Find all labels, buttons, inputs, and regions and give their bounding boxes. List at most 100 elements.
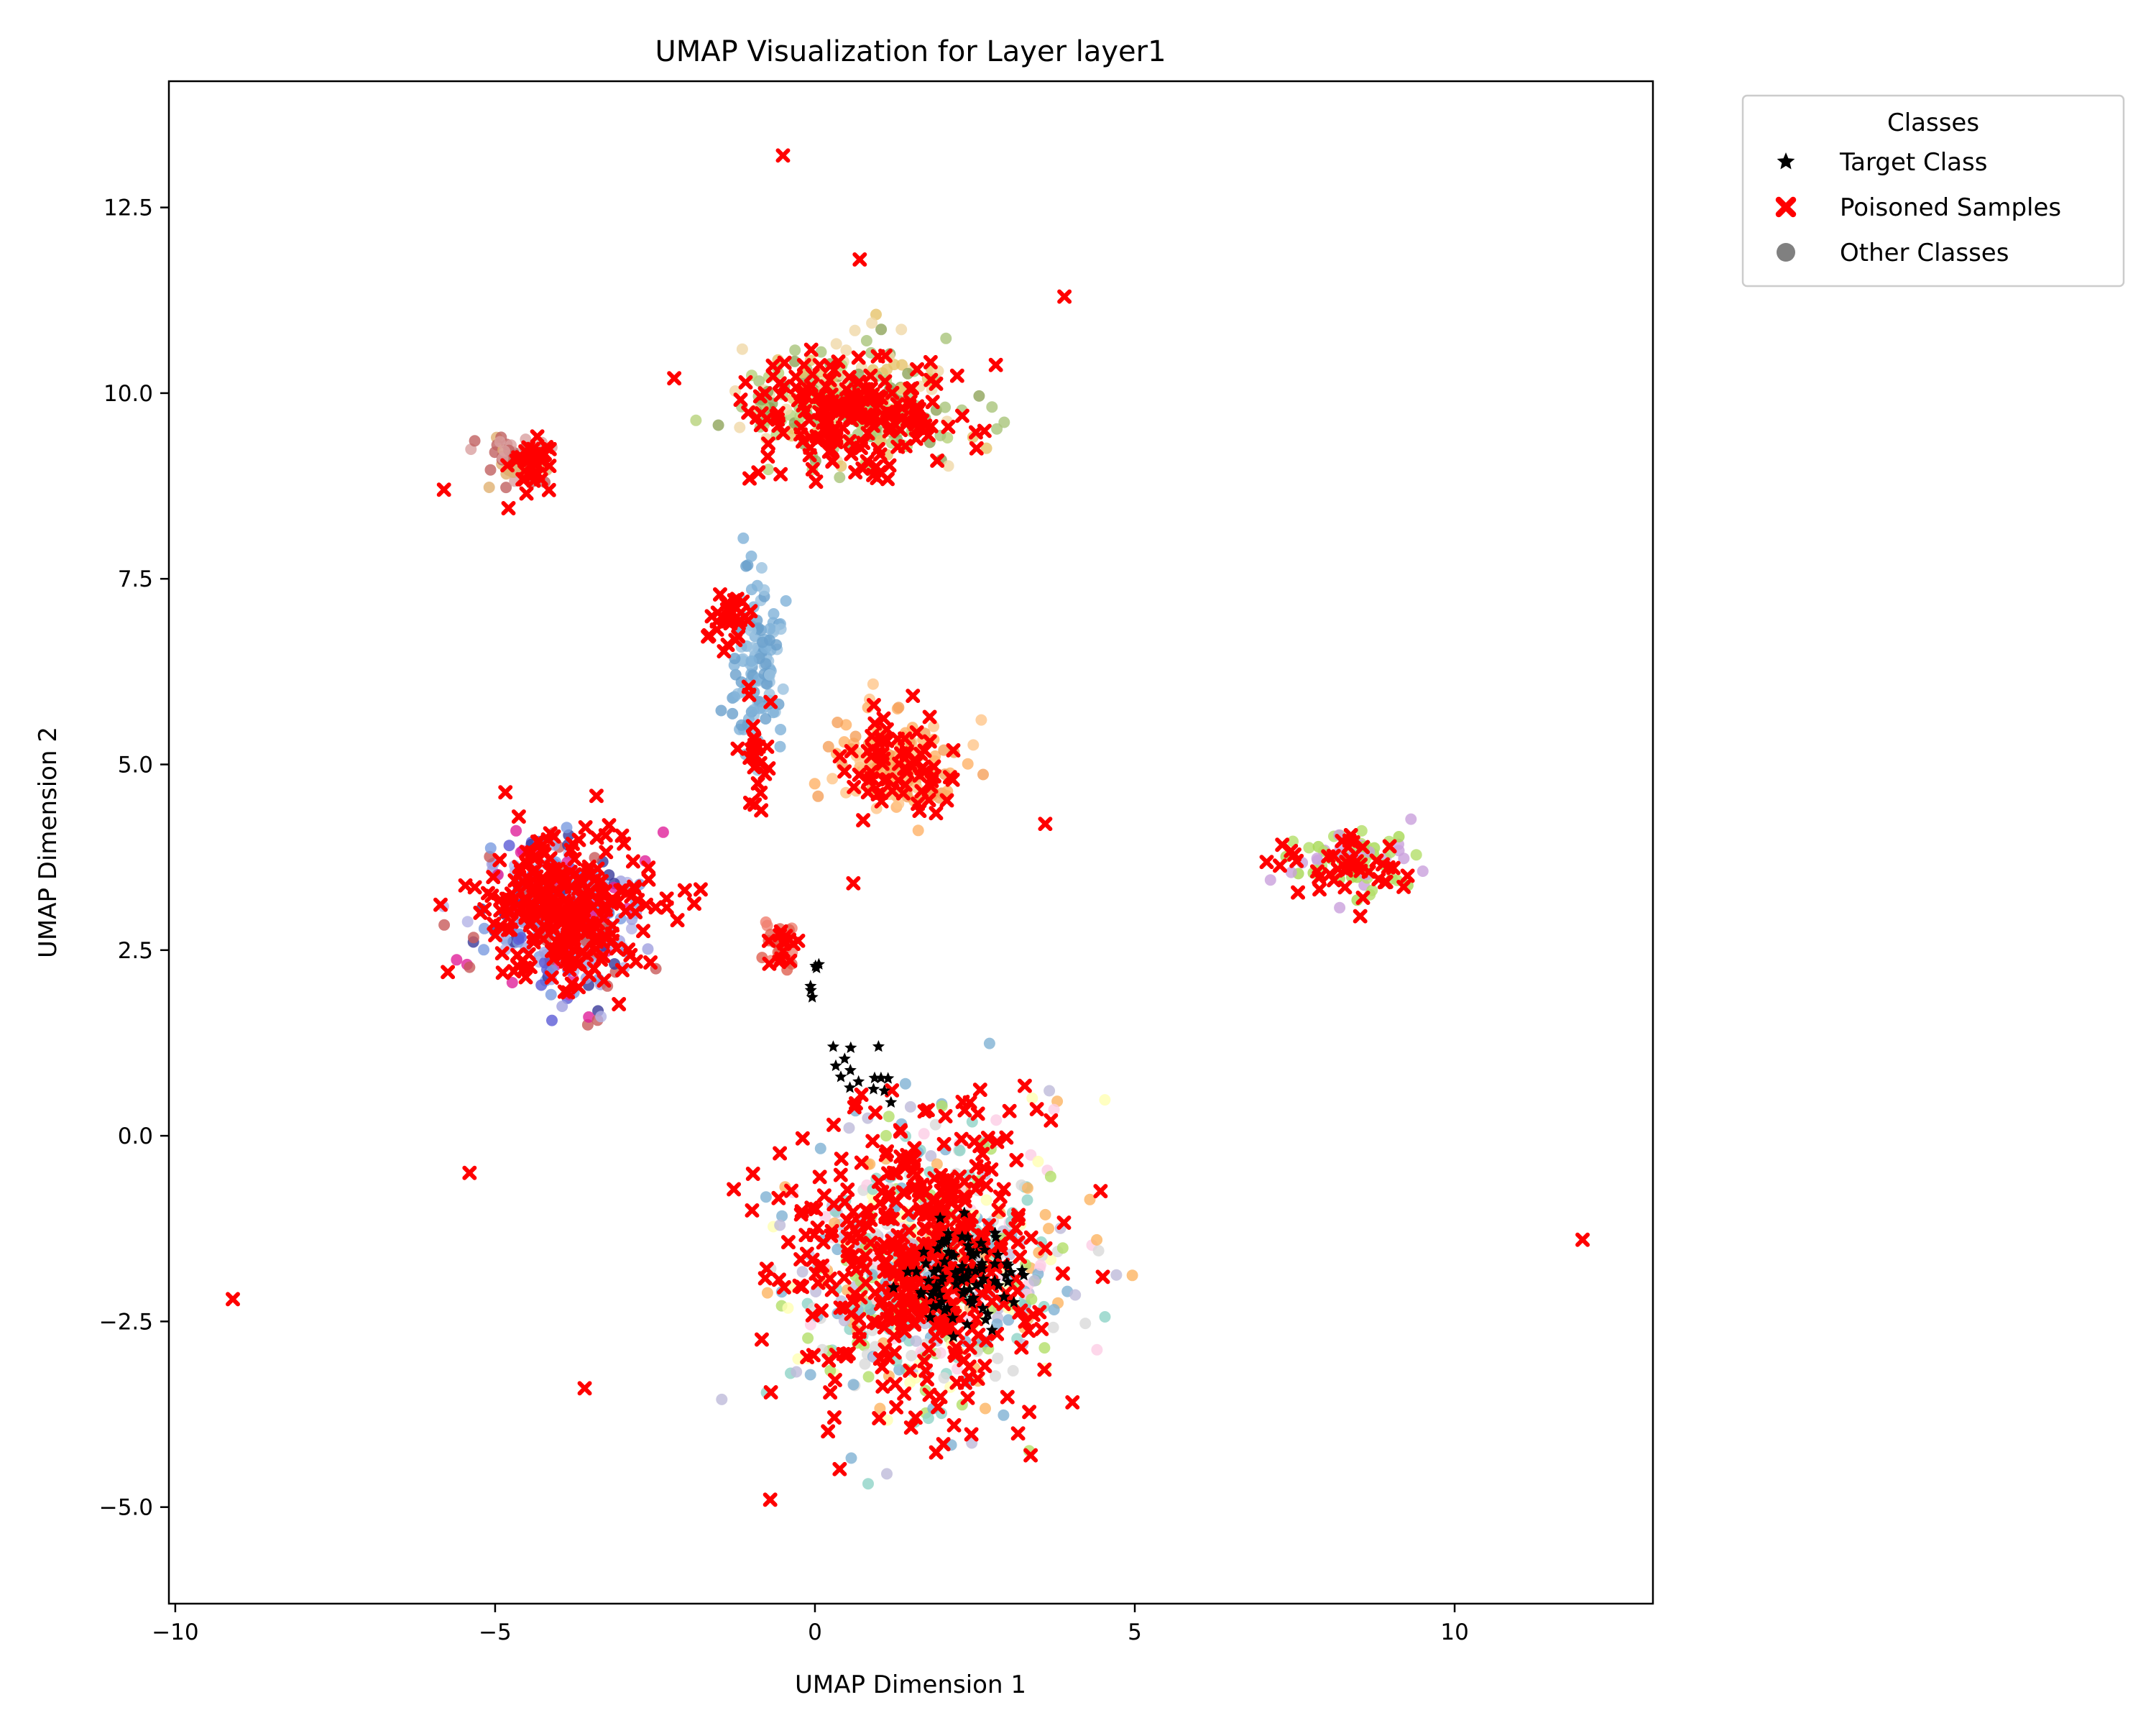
other-class-point xyxy=(906,1350,918,1361)
poisoned-sample-point xyxy=(852,767,867,782)
other-class-point xyxy=(755,624,768,636)
poisoned-sample-point xyxy=(985,1294,1000,1309)
poisoned-sample-point xyxy=(1002,1103,1017,1118)
poisoned-sample-point xyxy=(1003,1228,1017,1244)
poisoned-sample-point xyxy=(741,679,756,694)
other-class-point xyxy=(874,1402,886,1415)
target-class-point xyxy=(844,1081,857,1093)
x-axis-label: UMAP Dimension 1 xyxy=(795,1670,1026,1699)
poisoned-sample-point xyxy=(856,813,871,828)
poisoned-sample-point xyxy=(861,1219,876,1233)
poisoned-sample-point xyxy=(821,1424,836,1439)
points-layer xyxy=(226,148,1590,1507)
poisoned-sample-point xyxy=(763,694,778,709)
poisoned-sample-point xyxy=(771,1190,786,1205)
other-class-point xyxy=(712,419,724,431)
poisoned-sample-point xyxy=(493,903,508,918)
poisoned-sample-point xyxy=(1055,1266,1070,1281)
other-class-point xyxy=(986,401,998,413)
poisoned-sample-point xyxy=(960,1390,975,1405)
poisoned-sample-point xyxy=(930,453,945,468)
other-class-point xyxy=(764,622,776,635)
other-class-point xyxy=(1044,1085,1056,1097)
poisoned-sample-point xyxy=(1021,1323,1036,1338)
other-class-point xyxy=(484,842,497,854)
target-class-point xyxy=(933,1299,946,1311)
target-class-point xyxy=(961,1318,974,1330)
poisoned-sample-point xyxy=(909,755,924,770)
x-tick-label: −10 xyxy=(152,1619,198,1645)
poisoned-sample-point xyxy=(886,406,901,421)
poisoned-sample-point xyxy=(875,1379,890,1394)
poisoned-sample-point xyxy=(530,834,545,849)
other-class-point xyxy=(545,988,557,1001)
other-class-point xyxy=(1303,842,1315,854)
poisoned-sample-point xyxy=(630,893,645,908)
poisoned-sample-point xyxy=(727,1182,742,1197)
poisoned-sample-point xyxy=(793,427,808,442)
target-class-point xyxy=(931,1242,944,1254)
legend-box xyxy=(1741,94,2125,288)
poisoned-sample-point xyxy=(863,1236,878,1251)
poisoned-sample-point xyxy=(970,1371,985,1386)
poisoned-sample-point xyxy=(735,594,750,610)
poisoned-sample-point xyxy=(945,1180,960,1195)
other-class-point xyxy=(715,704,727,717)
other-class-point xyxy=(494,436,506,448)
target-class-point xyxy=(992,1279,1005,1291)
target-class-point xyxy=(1018,1269,1031,1281)
other-class-point xyxy=(729,385,741,397)
poisoned-sample-point xyxy=(433,897,448,912)
poisoned-sample-point xyxy=(902,398,917,413)
poisoned-sample-point xyxy=(923,354,938,369)
poisoned-sample-point xyxy=(926,759,941,774)
other-class-point xyxy=(902,367,914,380)
poisoned-sample-point xyxy=(519,486,534,501)
poisoned-sample-point xyxy=(874,1280,889,1295)
other-class-point xyxy=(840,344,852,357)
other-class-point xyxy=(980,1194,992,1206)
poisoned-sample-point xyxy=(773,387,788,403)
other-class-point xyxy=(716,1393,728,1405)
other-class-point xyxy=(1056,1242,1069,1254)
poisoned-sample-point xyxy=(826,1410,842,1425)
poisoned-sample-point xyxy=(941,419,956,434)
target-class-point xyxy=(804,983,817,996)
poisoned-sample-point xyxy=(962,1340,977,1355)
other-class-point xyxy=(893,798,905,810)
plot-frame xyxy=(167,80,1654,1605)
poisoned-sample-point xyxy=(814,1303,829,1318)
other-class-point xyxy=(1032,1155,1044,1167)
poisoned-sample-point xyxy=(893,1251,908,1266)
poisoned-sample-point xyxy=(1037,1362,1052,1377)
other-class-point xyxy=(745,625,757,637)
x-tick-label: 10 xyxy=(1440,1619,1468,1645)
poisoned-sample-point xyxy=(761,933,776,948)
poisoned-sample-point xyxy=(872,1411,887,1425)
poisoned-sample-point xyxy=(832,1461,847,1476)
poisoned-sample-point xyxy=(1023,1230,1038,1245)
target-class-point xyxy=(923,1310,936,1323)
poisoned-sample-point xyxy=(569,957,584,972)
poisoned-sample-point xyxy=(991,1203,1006,1218)
other-class-point xyxy=(499,445,511,457)
poisoned-sample-point xyxy=(730,741,745,756)
poisoned-sample-point xyxy=(865,1134,880,1149)
target-class-point xyxy=(934,1211,946,1223)
other-class-point xyxy=(940,332,952,344)
poisoned-sample-point xyxy=(936,1136,952,1152)
poisoned-sample-point xyxy=(957,1353,972,1368)
poisoned-sample-point xyxy=(822,1272,837,1286)
poisoned-sample-point xyxy=(865,729,880,744)
target-class-point xyxy=(1005,1266,1018,1278)
target-class-point xyxy=(947,1330,960,1343)
poisoned-sample-point xyxy=(957,1189,972,1204)
poisoned-sample-point xyxy=(873,1296,888,1311)
other-class-point xyxy=(690,414,702,426)
other-class-point xyxy=(556,1001,568,1012)
poisoned-sample-point xyxy=(895,410,910,426)
other-class-point xyxy=(835,460,847,472)
poisoned-sample-point xyxy=(968,425,983,440)
poisoned-sample-point xyxy=(643,955,658,970)
poisoned-sample-point xyxy=(1032,1305,1047,1320)
